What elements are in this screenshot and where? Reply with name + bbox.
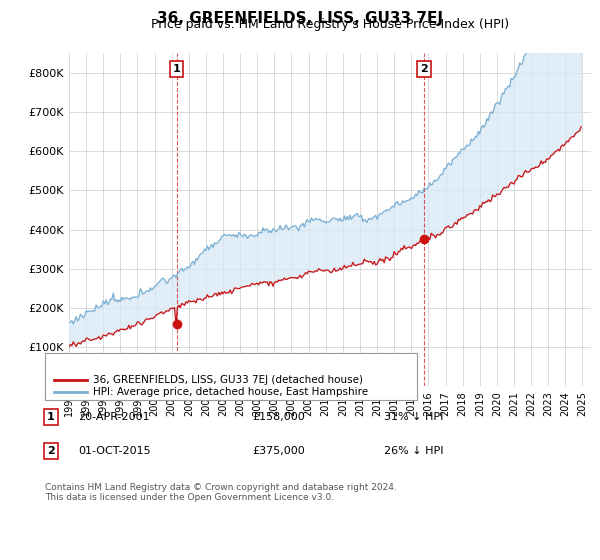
Text: £158,000: £158,000 <box>252 412 305 422</box>
Text: HPI: Average price, detached house, East Hampshire: HPI: Average price, detached house, East… <box>93 387 368 397</box>
Text: 1: 1 <box>173 64 181 74</box>
Title: Price paid vs. HM Land Registry's House Price Index (HPI): Price paid vs. HM Land Registry's House … <box>151 18 509 31</box>
Text: 26% ↓ HPI: 26% ↓ HPI <box>384 446 443 456</box>
Text: 2: 2 <box>47 446 55 456</box>
Text: 31% ↓ HPI: 31% ↓ HPI <box>384 412 443 422</box>
Text: 01-OCT-2015: 01-OCT-2015 <box>78 446 151 456</box>
Text: 36, GREENFIELDS, LISS, GU33 7EJ: 36, GREENFIELDS, LISS, GU33 7EJ <box>157 11 443 26</box>
Text: 36, GREENFIELDS, LISS, GU33 7EJ (detached house): 36, GREENFIELDS, LISS, GU33 7EJ (detache… <box>93 375 363 385</box>
Text: 1: 1 <box>47 412 55 422</box>
Text: £375,000: £375,000 <box>252 446 305 456</box>
Text: 20-APR-2001: 20-APR-2001 <box>78 412 149 422</box>
Text: 2: 2 <box>420 64 428 74</box>
Text: Contains HM Land Registry data © Crown copyright and database right 2024.
This d: Contains HM Land Registry data © Crown c… <box>45 483 397 502</box>
